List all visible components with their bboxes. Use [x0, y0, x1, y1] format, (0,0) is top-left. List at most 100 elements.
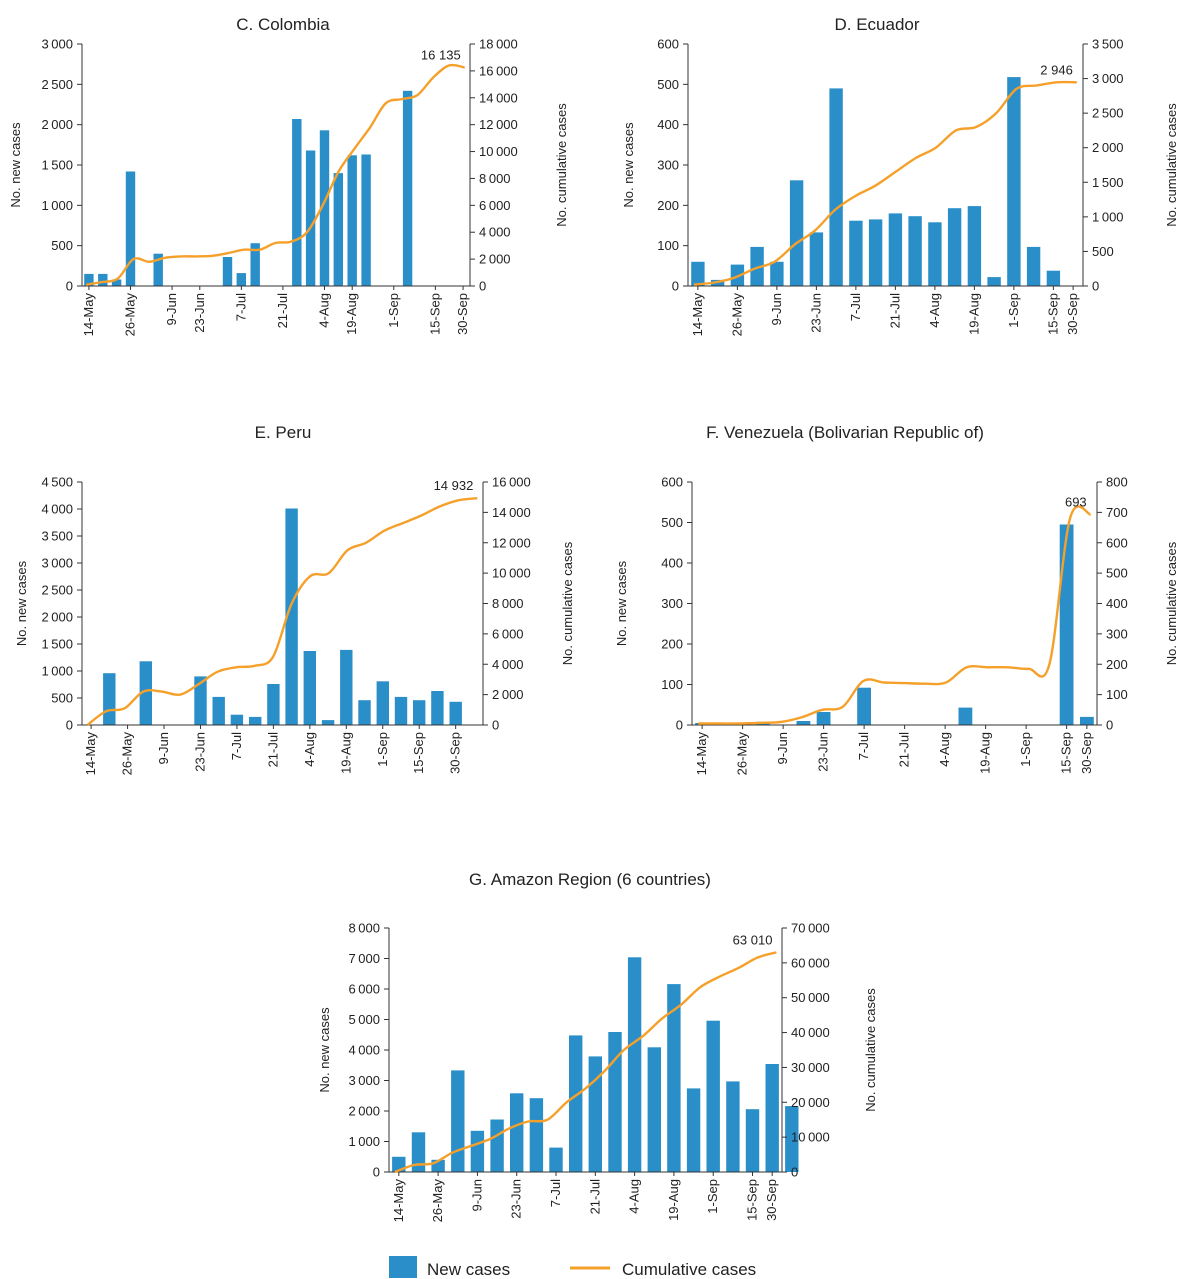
x-tick-label: 19-Aug: [338, 732, 353, 774]
bar-new-cases: [394, 696, 408, 725]
y2-tick-label: 14 000: [492, 505, 531, 520]
y2-axis-title: No. cumulative cases: [560, 541, 575, 665]
x-tick-label: 7-Jul: [548, 1179, 563, 1207]
x-tick-label: 30-Sep: [1079, 732, 1094, 774]
bar-new-cases: [212, 696, 225, 725]
x-tick-label: 9-Jun: [469, 1179, 484, 1212]
cumulative-total-label: 693: [1065, 495, 1087, 510]
y-tick-label: 600: [657, 37, 679, 52]
x-tick-label: 9-Jun: [775, 732, 790, 765]
x-tick-label: 9-Jun: [156, 732, 171, 765]
y-axis-title: No. new cases: [14, 560, 29, 646]
bar-new-cases: [958, 707, 973, 725]
chart-panel-5: G. Amazon Region (6 countries) 0 1 000 2 00…: [317, 870, 878, 1222]
y2-tick-label: 8 000: [479, 171, 511, 186]
y-tick-label: 6 000: [348, 982, 380, 997]
bar-new-cases: [947, 208, 962, 286]
cumulative-total-label: 2 946: [1040, 62, 1073, 77]
bar-new-cases: [305, 150, 316, 286]
x-tick-label: 14-May: [694, 732, 709, 776]
bar-new-cases: [529, 1098, 544, 1172]
y-tick-label: 100: [661, 677, 683, 692]
bar-new-cases: [490, 1119, 504, 1172]
bar-new-cases: [569, 1035, 583, 1172]
bar-new-cases: [908, 216, 922, 286]
bar-new-cases: [139, 661, 152, 725]
x-tick-label: 23-Jun: [192, 293, 207, 333]
x-tick-label: 26-May: [729, 293, 744, 337]
x-tick-label: 4-Aug: [302, 732, 317, 767]
x-tick-label: 30-Sep: [764, 1179, 779, 1221]
y-tick-label: 2 000: [348, 1104, 380, 1119]
chart-title: F. Venezuela (Bolivarian Republic of): [706, 423, 984, 442]
y2-tick-label: 0: [791, 1165, 798, 1180]
y-tick-label: 0: [676, 718, 683, 733]
y-tick-label: 500: [51, 238, 73, 253]
line-cumulative-cases: [86, 497, 478, 726]
bar-new-cases: [796, 721, 811, 725]
bar-new-cases: [686, 1088, 701, 1172]
bar-new-cases: [608, 1032, 622, 1172]
x-tick-label: 7-Jul: [229, 732, 244, 760]
x-tick-label: 26-May: [123, 293, 138, 337]
x-tick-label: 7-Jul: [233, 293, 248, 321]
bar-new-cases: [292, 119, 302, 286]
x-tick-label: 15-Sep: [427, 293, 442, 335]
bar-new-cases: [431, 691, 444, 725]
bar-new-cases: [868, 219, 883, 286]
y-tick-label: 0: [672, 279, 679, 294]
chart-title: E. Peru: [255, 423, 312, 442]
bar-new-cases: [451, 1070, 465, 1172]
x-tick-label: 4-Aug: [927, 293, 942, 328]
legend-label-cumulative-cases: Cumulative cases: [622, 1260, 756, 1279]
y2-tick-label: 3 500: [1092, 37, 1124, 52]
chart-title: D. Ecuador: [834, 15, 919, 34]
x-tick-label: 21-Jul: [587, 1179, 602, 1215]
y2-tick-label: 3 000: [1092, 71, 1124, 86]
y2-tick-label: 10 000: [791, 1130, 830, 1145]
y2-axis-title: No. cumulative cases: [863, 988, 878, 1112]
y2-tick-label: 16 000: [492, 475, 531, 490]
chart-panel-2: D. Ecuador 0 100 200 300 400 500 600 0 500 1 000 1 …: [621, 15, 1179, 336]
y-tick-label: 200: [661, 637, 683, 652]
chart-title: G. Amazon Region (6 countries): [469, 870, 711, 889]
cumulative-total-label: 63 010: [733, 932, 773, 947]
bar-new-cases: [470, 1130, 485, 1172]
cumulative-total-label: 14 932: [434, 478, 474, 493]
x-tick-label: 4-Aug: [627, 1179, 642, 1214]
y2-axis-title: No. cumulative cases: [1164, 541, 1179, 665]
bar-new-cases: [222, 257, 233, 286]
y2-tick-label: 30 000: [791, 1060, 830, 1075]
y-tick-label: 2 000: [41, 610, 73, 625]
x-tick-label: 23-Jun: [808, 293, 823, 333]
x-tick-label: 1-Sep: [375, 732, 390, 767]
y2-tick-label: 700: [1106, 505, 1128, 520]
y-axis-title: No. new cases: [614, 560, 629, 646]
y-tick-label: 100: [657, 238, 679, 253]
y2-tick-label: 2 000: [1092, 140, 1124, 155]
x-tick-label: 14-May: [83, 732, 98, 776]
x-tick-label: 1-Sep: [1006, 293, 1021, 328]
y2-tick-label: 100: [1106, 687, 1128, 702]
y2-tick-label: 200: [1106, 657, 1128, 672]
y-tick-label: 500: [51, 691, 73, 706]
x-tick-label: 7-Jul: [848, 293, 863, 321]
bar-new-cases: [928, 222, 942, 286]
bar-new-cases: [809, 232, 824, 286]
y-tick-label: 500: [661, 515, 683, 530]
legend: New cases Cumulative cases: [389, 1256, 756, 1279]
x-tick-label: 7-Jul: [856, 732, 871, 760]
x-tick-label: 19-Aug: [666, 1179, 681, 1221]
bar-new-cases: [857, 687, 871, 725]
y-tick-label: 3 000: [41, 37, 73, 52]
x-tick-label: 23-Jun: [816, 732, 831, 772]
x-tick-label: 30-Sep: [448, 732, 463, 774]
chart-panel-3: E. Peru 0 500 1 000 1 500 2 000 2 500 3 000 3 50…: [14, 423, 575, 775]
bar-new-cases: [84, 273, 94, 286]
bar-new-cases: [236, 273, 246, 286]
bar-new-cases: [153, 253, 163, 286]
bar-new-cases: [340, 649, 353, 725]
y2-tick-label: 10 000: [492, 566, 531, 581]
y-tick-label: 300: [661, 596, 683, 611]
y2-tick-label: 60 000: [791, 955, 830, 970]
